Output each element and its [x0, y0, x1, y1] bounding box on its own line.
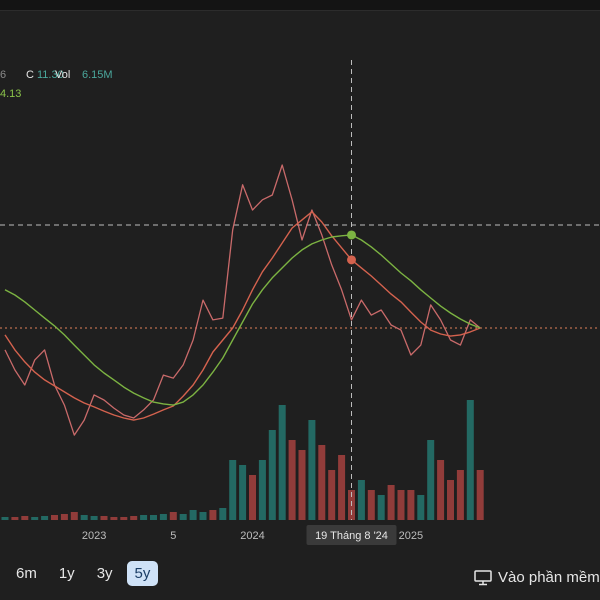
- monitor-icon: [474, 569, 492, 585]
- volume-bar: [466, 400, 474, 520]
- range-button[interactable]: 5y: [126, 561, 159, 586]
- range-buttons: 6m 1y 3y 5y: [8, 561, 159, 586]
- volume-bar: [288, 440, 296, 520]
- volume-bar: [338, 455, 346, 520]
- volume-bar: [169, 512, 177, 520]
- volume-bar: [447, 480, 454, 520]
- volume-bar: [31, 517, 39, 520]
- x-tick-label: 2025: [399, 530, 423, 542]
- volume-bar: [357, 480, 365, 520]
- open-app-label: Vào phần mềm: [498, 569, 600, 586]
- header-vol-label: Vol: [55, 69, 70, 81]
- volume-bar: [298, 450, 306, 520]
- crosshair-label: 19 Tháng 8 '24: [306, 525, 397, 545]
- volume-bar: [60, 514, 68, 520]
- crosshair-dot: [347, 230, 356, 240]
- range-button[interactable]: 3y: [96, 565, 113, 582]
- volume-bar: [130, 516, 138, 520]
- volume-bar: [387, 485, 395, 520]
- volume-bar: [219, 508, 227, 520]
- volume-bar: [397, 490, 405, 520]
- volume-bar: [278, 405, 286, 520]
- volume-bar: [100, 516, 108, 520]
- volume-bar: [427, 440, 435, 520]
- volume-bar: [41, 516, 49, 520]
- volume-bar: [110, 517, 118, 520]
- volume-bar: [417, 495, 425, 520]
- volume-bar: [318, 445, 326, 520]
- volume-bar: [328, 470, 336, 520]
- volume-bar: [70, 512, 78, 520]
- volume-bar: [120, 517, 128, 520]
- volume-bar: [308, 420, 316, 520]
- volume-bar: [229, 460, 237, 520]
- x-tick-label: 2023: [82, 530, 106, 542]
- volume-bar: [437, 460, 445, 520]
- volume-bar: [90, 516, 98, 520]
- volume-bar: [199, 512, 207, 520]
- moving-average-line: [4, 234, 481, 406]
- volume-bar: [268, 430, 276, 520]
- volume-bar: [367, 490, 375, 520]
- volume-bar: [1, 517, 9, 520]
- price-line: [4, 164, 481, 436]
- crosshair-label-bg: [306, 525, 397, 545]
- volume-bar: [51, 515, 58, 520]
- range-button[interactable]: 1y: [58, 565, 75, 582]
- volume-bar: [179, 514, 187, 520]
- top-bar: [0, 0, 600, 11]
- x-tick-label: 5: [170, 530, 176, 542]
- volume-bar: [249, 475, 256, 520]
- volume-bar: [11, 517, 19, 520]
- header-close: 11.30: [37, 69, 64, 81]
- header-vol: 6.15M: [82, 69, 113, 81]
- volume-bar: [239, 465, 247, 520]
- x-tick-label: 19 Tháng 8 '24: [315, 530, 388, 542]
- volume-bar: [140, 515, 148, 520]
- range-button[interactable]: 6m: [16, 565, 37, 582]
- header-ma: 4.13: [0, 88, 21, 100]
- moving-average-line: [4, 211, 481, 421]
- header-close-label: C: [26, 69, 34, 81]
- volume-bar: [258, 460, 266, 520]
- crosshair-dot: [347, 255, 356, 265]
- volume-bar: [159, 514, 167, 520]
- header-prev: 6: [0, 69, 6, 81]
- volume-bar: [189, 510, 197, 520]
- volume-bar: [407, 490, 415, 520]
- volume-bar: [150, 515, 157, 520]
- volume-bar: [80, 515, 88, 520]
- volume-bar: [456, 470, 464, 520]
- open-app-button[interactable]: Vào phần mềm: [474, 569, 600, 586]
- volume-bar: [476, 470, 484, 520]
- x-tick-label: 2024: [240, 530, 264, 542]
- volume-bar: [21, 516, 29, 520]
- volume-bar: [209, 510, 217, 520]
- volume-bar: [377, 495, 385, 520]
